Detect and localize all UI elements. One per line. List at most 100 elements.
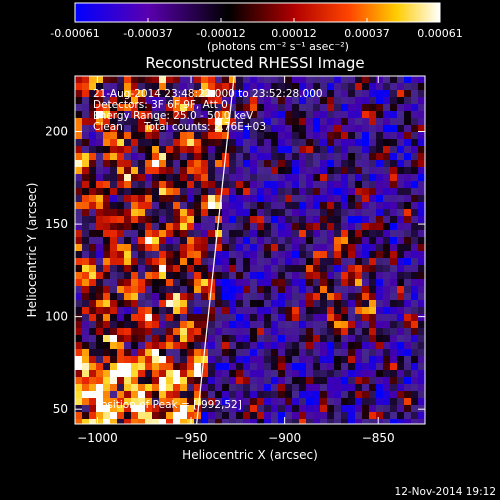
heatmap-cell bbox=[355, 258, 362, 265]
heatmap-cell bbox=[341, 125, 348, 132]
heatmap-cell bbox=[208, 202, 215, 209]
heatmap-cell bbox=[383, 202, 390, 209]
heatmap-cell bbox=[89, 363, 96, 370]
heatmap-cell bbox=[341, 384, 348, 391]
heatmap-cell bbox=[348, 244, 355, 251]
heatmap-cell bbox=[208, 160, 215, 167]
heatmap-cell bbox=[82, 258, 89, 265]
heatmap-cell bbox=[96, 76, 103, 83]
heatmap-cell bbox=[257, 167, 264, 174]
heatmap-cell bbox=[236, 398, 243, 405]
heatmap-cell bbox=[124, 167, 131, 174]
heatmap-cell bbox=[383, 384, 390, 391]
heatmap-cell bbox=[397, 118, 404, 125]
heatmap-cell bbox=[152, 160, 159, 167]
heatmap-cell bbox=[376, 97, 383, 104]
heatmap-cell bbox=[355, 209, 362, 216]
heatmap-cell bbox=[376, 195, 383, 202]
heatmap-cell bbox=[348, 412, 355, 419]
heatmap-cell bbox=[250, 195, 257, 202]
heatmap-cell bbox=[278, 300, 285, 307]
heatmap-cell bbox=[341, 251, 348, 258]
heatmap-cell bbox=[138, 314, 145, 321]
heatmap-cell bbox=[201, 286, 208, 293]
heatmap-cell bbox=[306, 286, 313, 293]
heatmap-cell bbox=[362, 230, 369, 237]
heatmap-cell bbox=[278, 279, 285, 286]
heatmap-cell bbox=[159, 132, 166, 139]
heatmap-cell bbox=[369, 349, 376, 356]
heatmap-cell bbox=[327, 258, 334, 265]
heatmap-cell bbox=[397, 97, 404, 104]
heatmap-cell bbox=[117, 363, 124, 370]
heatmap-cell bbox=[418, 405, 425, 412]
heatmap-cell bbox=[278, 153, 285, 160]
heatmap-cell bbox=[404, 307, 411, 314]
heatmap-cell bbox=[173, 216, 180, 223]
heatmap-cell bbox=[250, 216, 257, 223]
heatmap-cell bbox=[222, 321, 229, 328]
heatmap-cell bbox=[306, 265, 313, 272]
heatmap-cell bbox=[264, 370, 271, 377]
heatmap-cell bbox=[89, 132, 96, 139]
heatmap-cell bbox=[187, 314, 194, 321]
heatmap-cell bbox=[131, 335, 138, 342]
heatmap-cell bbox=[103, 300, 110, 307]
heatmap-cell bbox=[327, 195, 334, 202]
heatmap-cell bbox=[173, 272, 180, 279]
heatmap-cell bbox=[376, 412, 383, 419]
heatmap-cell bbox=[383, 230, 390, 237]
heatmap-cell bbox=[320, 419, 327, 424]
heatmap-cell bbox=[411, 216, 418, 223]
heatmap-cell bbox=[418, 125, 425, 132]
heatmap-cell bbox=[173, 146, 180, 153]
heatmap-cell bbox=[271, 363, 278, 370]
heatmap-cell bbox=[117, 300, 124, 307]
heatmap-cell bbox=[236, 328, 243, 335]
heatmap-cell bbox=[341, 307, 348, 314]
plot-frame bbox=[74, 75, 426, 425]
heatmap-cell bbox=[327, 272, 334, 279]
heatmap-cell bbox=[355, 279, 362, 286]
heatmap-cell bbox=[376, 272, 383, 279]
heatmap-cell bbox=[411, 314, 418, 321]
heatmap-cell bbox=[180, 153, 187, 160]
heatmap-cell bbox=[257, 104, 264, 111]
heatmap-cell bbox=[292, 111, 299, 118]
heatmap-cell bbox=[348, 230, 355, 237]
heatmap-cell bbox=[152, 216, 159, 223]
heatmap-cell bbox=[152, 167, 159, 174]
heatmap-cell bbox=[103, 244, 110, 251]
heatmap-cell bbox=[166, 125, 173, 132]
heatmap-cell bbox=[215, 153, 222, 160]
heatmap-cell bbox=[236, 272, 243, 279]
heatmap-cell bbox=[173, 118, 180, 125]
heatmap-cell bbox=[327, 244, 334, 251]
heatmap-cell bbox=[299, 90, 306, 97]
heatmap-cell bbox=[103, 167, 110, 174]
heatmap-cell bbox=[250, 139, 257, 146]
heatmap-cell bbox=[96, 139, 103, 146]
heatmap-cell bbox=[250, 293, 257, 300]
heatmap-cell bbox=[124, 265, 131, 272]
heatmap-cell bbox=[243, 216, 250, 223]
heatmap-cell bbox=[166, 146, 173, 153]
heatmap-cell bbox=[411, 97, 418, 104]
heatmap-cell bbox=[166, 265, 173, 272]
heatmap-cell bbox=[187, 405, 194, 412]
heatmap-cell bbox=[208, 300, 215, 307]
heatmap-cell bbox=[131, 286, 138, 293]
heatmap-cell bbox=[306, 391, 313, 398]
heatmap-cell bbox=[201, 160, 208, 167]
heatmap-cell bbox=[320, 118, 327, 125]
heatmap-cell bbox=[278, 265, 285, 272]
heatmap-cell bbox=[327, 97, 334, 104]
heatmap-cell bbox=[250, 419, 257, 424]
heatmap-cell bbox=[299, 321, 306, 328]
heatmap-cell bbox=[313, 286, 320, 293]
heatmap-cell bbox=[369, 370, 376, 377]
heatmap-cell bbox=[243, 174, 250, 181]
heatmap-cell bbox=[75, 384, 82, 391]
heatmap-cell bbox=[397, 167, 404, 174]
heatmap-cell bbox=[264, 146, 271, 153]
